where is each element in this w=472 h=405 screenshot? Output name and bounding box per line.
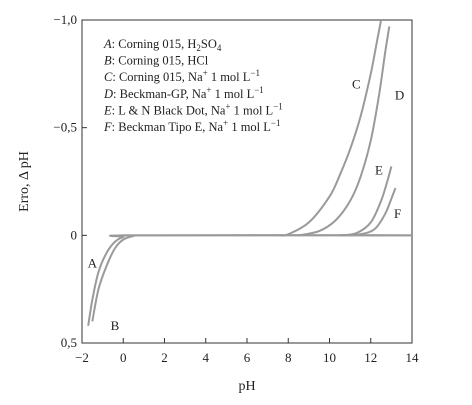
- legend-letter: C: [104, 70, 113, 84]
- curve-label-f: F: [394, 206, 401, 221]
- curve-label-e: E: [375, 163, 383, 178]
- legend-superscript: +: [203, 68, 208, 78]
- legend-letter: B: [104, 54, 112, 68]
- x-tick-label: 0: [120, 350, 127, 365]
- series-line-a: [87, 234, 412, 326]
- y-tick-label: −1,0: [53, 12, 77, 27]
- legend-entry: A: Corning 015, H2SO4: [103, 37, 222, 53]
- legend-superscript: −1: [250, 68, 260, 78]
- legend-subscript: 2: [196, 43, 201, 53]
- x-tick-label: 10: [323, 350, 336, 365]
- legend-superscript: +: [206, 85, 211, 95]
- legend-superscript: +: [225, 101, 230, 111]
- y-tick-label: 0: [71, 227, 78, 242]
- curve-label-c: C: [352, 77, 361, 92]
- legend-text: : Corning 015, Na: [112, 70, 203, 84]
- legend-text: : Beckman Tipo E, Na: [112, 120, 224, 134]
- legend-letter: D: [103, 87, 113, 101]
- x-tick-label: 14: [406, 350, 420, 365]
- series-line-e: [339, 166, 393, 237]
- x-tick-label: 6: [244, 350, 251, 365]
- legend-letter: E: [103, 103, 112, 117]
- legend-text: 1 mol L: [212, 87, 255, 101]
- legend-text: : L & N Black Dot, Na: [112, 103, 226, 117]
- legend-entry: D: Beckman-GP, Na+ 1 mol L−1: [103, 85, 264, 101]
- legend-superscript: −1: [273, 101, 283, 111]
- legend-text: : Corning 015, HCl: [112, 54, 209, 68]
- series-line-b: [91, 234, 412, 322]
- series-line-f: [339, 187, 397, 237]
- legend-subscript: 4: [217, 43, 222, 53]
- series-lines: [87, 20, 412, 326]
- legend-text: : Corning 015, H: [112, 37, 197, 51]
- axis-ticks: −2 0 2 4 6 8 10 12 14 −1,0 −0,5 0 0,5: [53, 12, 419, 365]
- curve-label-a: A: [88, 255, 98, 270]
- y-tick-label: −0,5: [53, 120, 77, 135]
- plot-frame: [81, 19, 413, 344]
- y-axis-title: Erro, Δ pH: [17, 151, 32, 212]
- legend-text: 1 mol L: [228, 120, 271, 134]
- x-tick-label: 12: [364, 350, 377, 365]
- legend-entry: C: Corning 015, Na+ 1 mol L−1: [104, 68, 260, 84]
- legend-text: 1 mol L: [208, 70, 251, 84]
- x-tick-label: −2: [75, 350, 89, 365]
- x-tick-label: 8: [285, 350, 292, 365]
- legend-superscript: −1: [271, 118, 281, 128]
- curve-label-d: D: [395, 87, 404, 102]
- legend-superscript: +: [223, 118, 228, 128]
- legend-superscript: −1: [254, 85, 264, 95]
- legend-text: : Beckman-GP, Na: [113, 87, 207, 101]
- x-tick-label: 2: [161, 350, 168, 365]
- legend-letter: A: [103, 37, 112, 51]
- y-tick-label: 0,5: [61, 335, 77, 350]
- x-axis-title: pH: [238, 379, 255, 394]
- curve-label-b: B: [111, 318, 120, 333]
- legend-text: 1 mol L: [230, 103, 273, 117]
- x-tick-label: 4: [203, 350, 210, 365]
- legend-letter: F: [103, 120, 112, 134]
- legend-entry: F: Beckman Tipo E, Na+ 1 mol L−1: [103, 118, 280, 134]
- plot-area: [81, 19, 413, 344]
- legend-entry: B: Corning 015, HCl: [104, 54, 209, 68]
- series-line-d: [298, 26, 391, 237]
- legend-text: SO: [201, 37, 217, 51]
- series-line-c: [279, 20, 383, 237]
- legend-entry: E: L & N Black Dot, Na+ 1 mol L−1: [103, 101, 283, 117]
